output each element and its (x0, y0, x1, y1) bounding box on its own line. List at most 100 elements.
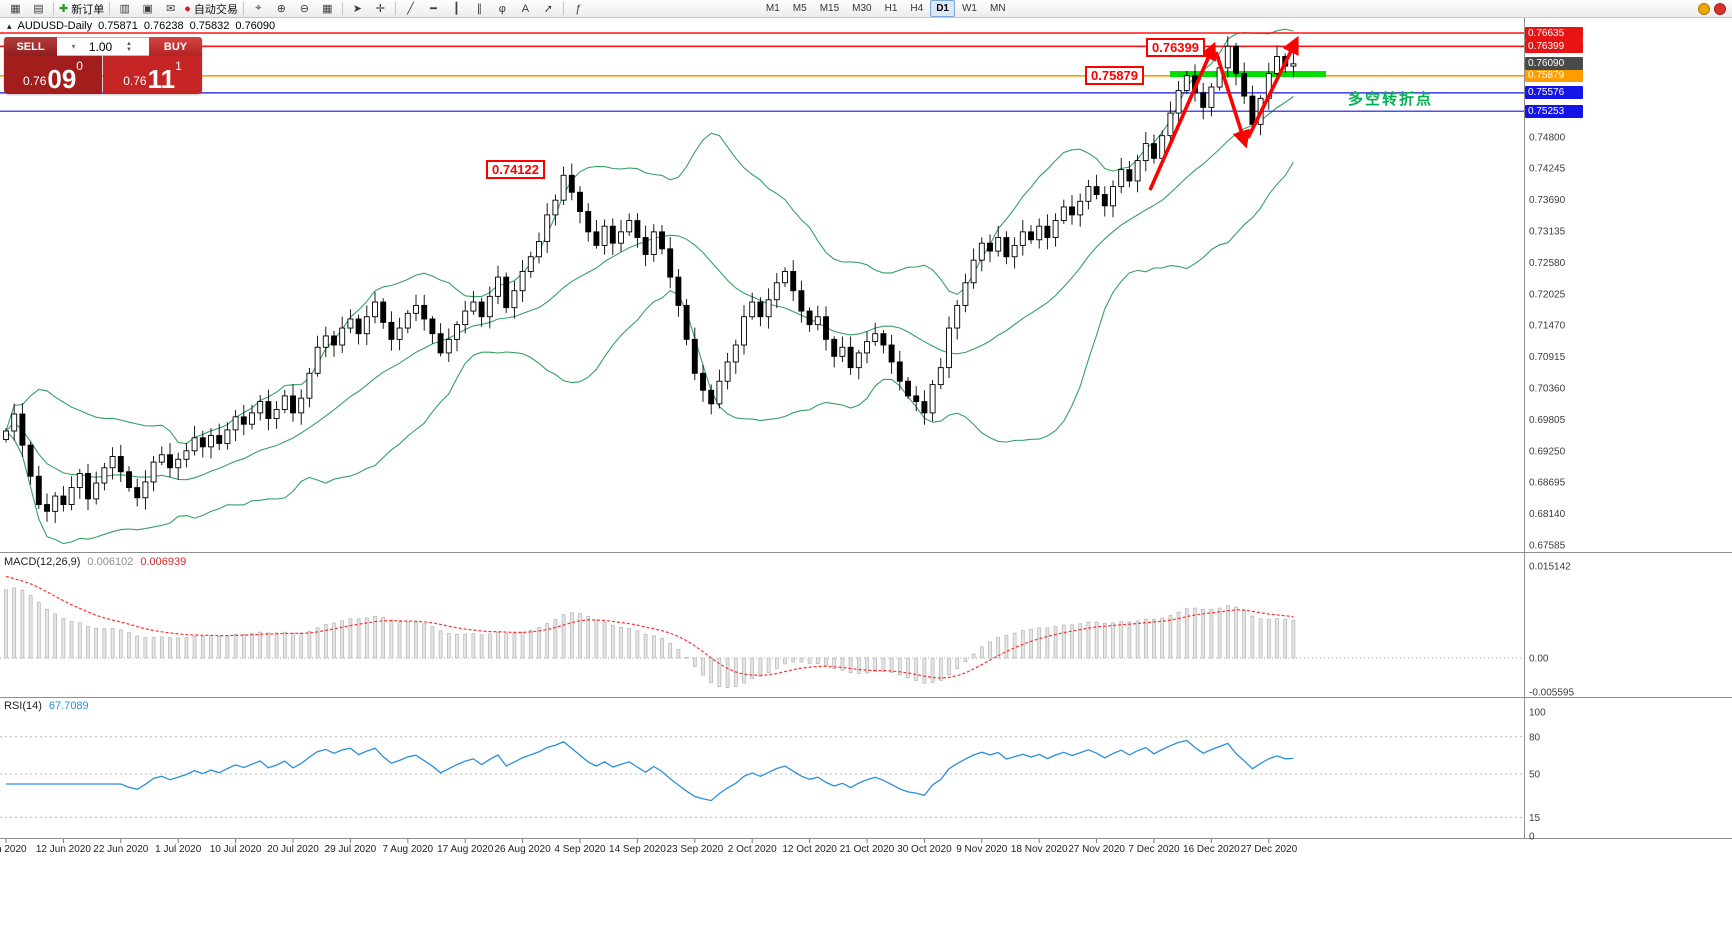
sell-button[interactable]: SELL (4, 37, 57, 56)
macd-bar (217, 635, 222, 659)
symbol-label: AUDUSD-Daily (17, 20, 93, 32)
price-tag: 0.75253 (1525, 104, 1583, 118)
price-scale-area[interactable] (1524, 18, 1732, 838)
time-tick-label: 27 Dec 2020 (1240, 844, 1297, 855)
timeframe-w1[interactable]: W1 (961, 3, 977, 14)
profiles-icon[interactable]: ▤ (27, 1, 50, 17)
rsi-panel-area[interactable] (0, 698, 1524, 838)
candle-body (363, 316, 370, 335)
macd-bar (1004, 634, 1009, 659)
price-tick-label: 0.74800 (1529, 132, 1566, 143)
tile-windows-icon: ▦ (322, 3, 333, 15)
arrows-icon: ➚ (543, 3, 553, 15)
candle-body (1060, 206, 1067, 221)
macd-scale-label: 0.015142 (1529, 562, 1571, 573)
candle-body (601, 225, 608, 246)
candle-body (741, 316, 747, 346)
time-tick-label: 12 Oct 2020 (782, 844, 837, 855)
candle-body (199, 437, 206, 448)
candle-body (445, 338, 452, 354)
macd-bar (783, 657, 787, 665)
main-chart-area[interactable] (0, 18, 1524, 552)
macd-bar (143, 637, 148, 659)
price-tick-label: 0.72025 (1529, 289, 1566, 300)
market-watch-icon[interactable]: ▥ (113, 1, 136, 17)
macd-bar (176, 637, 181, 659)
buy-price-display[interactable]: 0.76 11 1 (103, 56, 202, 94)
timeframe-m5[interactable]: M5 (792, 3, 807, 14)
channel-icon[interactable]: ∥ (468, 1, 491, 17)
candle-body (93, 482, 100, 500)
candle-body (708, 389, 715, 405)
zoom-out-icon[interactable]: ⊖ (293, 1, 316, 17)
macd-bar (725, 657, 730, 688)
channel-icon: ∥ (476, 3, 483, 15)
autotrading-button[interactable]: ● 自动交易 (182, 1, 240, 17)
macd-bar (389, 619, 394, 659)
candle-body (3, 430, 9, 440)
macd-bar (184, 637, 189, 659)
fibonacci-icon: φ (498, 2, 506, 15)
macd-bar (1086, 621, 1091, 659)
candle-body (929, 384, 936, 414)
profiles-icon: ▤ (33, 3, 44, 15)
candle-body (216, 435, 223, 444)
trendline-icon[interactable]: ╱ (399, 1, 422, 17)
timeframe-h1[interactable]: H1 (884, 3, 898, 14)
arrows-icon[interactable]: ➚ (537, 1, 560, 17)
volume-input[interactable] (77, 39, 124, 54)
navigator-icon[interactable]: ✉ (159, 1, 182, 17)
candle-body (150, 461, 157, 483)
candle-body (249, 412, 255, 425)
timeframe-mn[interactable]: MN (989, 3, 1006, 14)
candle-body (773, 282, 780, 301)
tile-windows-icon[interactable]: ▦ (316, 1, 339, 17)
new-order-button[interactable]: ✚ 新订单 (57, 1, 106, 17)
timeframe-m1[interactable]: M1 (765, 3, 780, 14)
bollinger-bands (5, 28, 1294, 545)
buy-button[interactable]: BUY (149, 37, 202, 56)
market-watch-icon: ▥ (119, 3, 130, 15)
candle-body (675, 276, 682, 306)
macd-bar (373, 616, 377, 659)
volume-dropdown-icon[interactable]: ▾ (71, 42, 76, 51)
price-tag: 0.75576 (1525, 86, 1583, 100)
vertical-line-icon[interactable]: ┃ (445, 1, 468, 17)
trend-arrows (1148, 35, 1299, 191)
timeframe-m15[interactable]: M15 (819, 3, 840, 14)
time-tick-label: 21 Oct 2020 (840, 844, 895, 855)
macd-bar (561, 614, 566, 659)
macd-bar (619, 626, 623, 659)
sell-price-display[interactable]: 0.76 09 0 (4, 56, 102, 94)
fibonacci-icon[interactable]: φ (491, 1, 514, 17)
volume-stepper[interactable]: ▲ ▼ (126, 40, 132, 53)
chart-ohlc-header: ▴ AUDUSD-Daily 0.75871 0.76238 0.75832 0… (7, 20, 275, 32)
cursor-icon: ➤ (352, 3, 362, 15)
timeframe-h4[interactable]: H4 (910, 3, 924, 14)
objects-list-icon[interactable]: ⌖ (247, 1, 270, 17)
timeframe-group: M1 M5 M15 M30 H1 H4 D1 W1 MN (760, 0, 1012, 17)
candle-body (634, 220, 641, 238)
time-scale-area[interactable] (0, 838, 1732, 856)
text-label-icon[interactable]: A (514, 1, 537, 17)
macd-bar (348, 618, 353, 659)
charts-icon[interactable]: ▦ (4, 1, 27, 17)
collapse-panel-icon[interactable]: ▴ (7, 20, 12, 31)
timeframe-d1[interactable]: D1 (930, 0, 955, 17)
rsi-scale-label: 80 (1529, 732, 1541, 743)
macd-bar (602, 621, 607, 659)
data-window-icon[interactable]: ▣ (136, 1, 159, 17)
rsi-level-lines (0, 736, 1524, 818)
timeframe-m30[interactable]: M30 (852, 3, 872, 14)
candle-body (265, 401, 272, 420)
price-annotation-label: 0.76399 (1146, 38, 1205, 57)
indicators-icon[interactable]: ƒ (567, 1, 590, 17)
zoom-in-icon[interactable]: ⊕ (270, 1, 293, 17)
crosshair-icon[interactable]: ✛ (369, 1, 392, 17)
candle-body (68, 487, 75, 505)
horizontal-line-icon[interactable]: ━ (422, 1, 445, 17)
candle-body (716, 380, 723, 405)
cursor-icon[interactable]: ➤ (346, 1, 369, 17)
candle-body (864, 341, 870, 354)
macd-bar (914, 657, 919, 681)
